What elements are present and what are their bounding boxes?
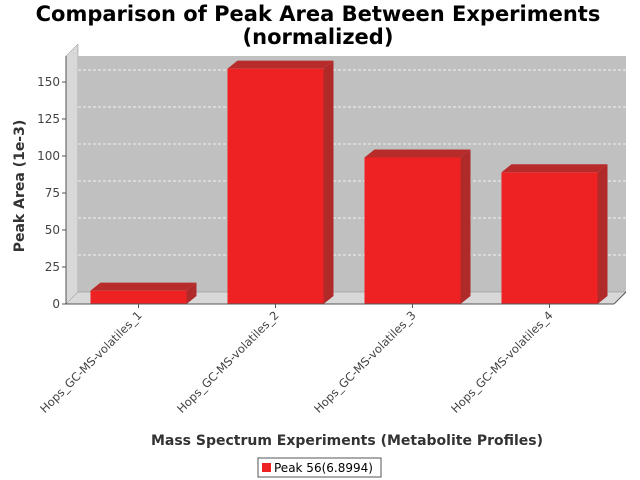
bars xyxy=(90,60,608,305)
bar-top xyxy=(227,60,334,69)
legend-box xyxy=(257,457,382,478)
chart-title-line1: Comparison of Peak Area Between Experime… xyxy=(36,2,601,26)
bar-side xyxy=(460,149,471,304)
bar-side xyxy=(323,60,334,305)
bar xyxy=(364,149,471,304)
bar xyxy=(90,282,197,304)
legend: Peak 56(6.8994) xyxy=(257,457,382,478)
y-tick-label: 150 xyxy=(37,75,60,89)
bar-side xyxy=(597,164,608,304)
y-tick-label: 75 xyxy=(45,186,60,200)
y-tick-label: 125 xyxy=(37,112,60,126)
chart-title-line2: (normalized) xyxy=(243,25,394,49)
bar-front xyxy=(501,172,598,304)
bar-top xyxy=(501,164,608,173)
bar-front xyxy=(90,290,187,304)
floor-edge xyxy=(613,291,627,305)
bar-side xyxy=(186,282,197,304)
bar-top xyxy=(90,282,197,291)
x-axis-ticks: Hops_GC-MS-volatiles_1 Hops_GC-MS-volatil… xyxy=(37,304,556,416)
y-axis-ticks: 0 25 50 75 100 125 150 xyxy=(37,75,66,311)
bar-top xyxy=(364,149,471,158)
axes xyxy=(65,56,627,305)
x-tick-label: Hops_GC-MS-volatiles_1 xyxy=(37,308,144,415)
plot-left-wall xyxy=(65,43,79,305)
x-tick-label: Hops_GC-MS-volatiles_3 xyxy=(311,308,418,415)
legend-entry: Peak 56(6.8994) xyxy=(274,461,373,475)
x-tick-label: Hops_GC-MS-volatiles_4 xyxy=(448,308,555,415)
bar-front xyxy=(227,68,324,305)
bar xyxy=(501,164,608,304)
y-tick-label: 25 xyxy=(45,260,60,274)
y-tick-label: 100 xyxy=(37,149,60,163)
y-tick-label: 0 xyxy=(52,297,60,311)
legend-swatch xyxy=(262,463,271,472)
x-axis-label: Mass Spectrum Experiments (Metabolite Pr… xyxy=(151,433,543,449)
y-tick-label: 50 xyxy=(45,223,60,237)
bar-front xyxy=(364,157,461,304)
x-tick-label: Hops_GC-MS-volatiles_2 xyxy=(174,308,281,415)
bar xyxy=(227,60,334,305)
y-axis-label: Peak Area (1e-3) xyxy=(12,120,28,253)
